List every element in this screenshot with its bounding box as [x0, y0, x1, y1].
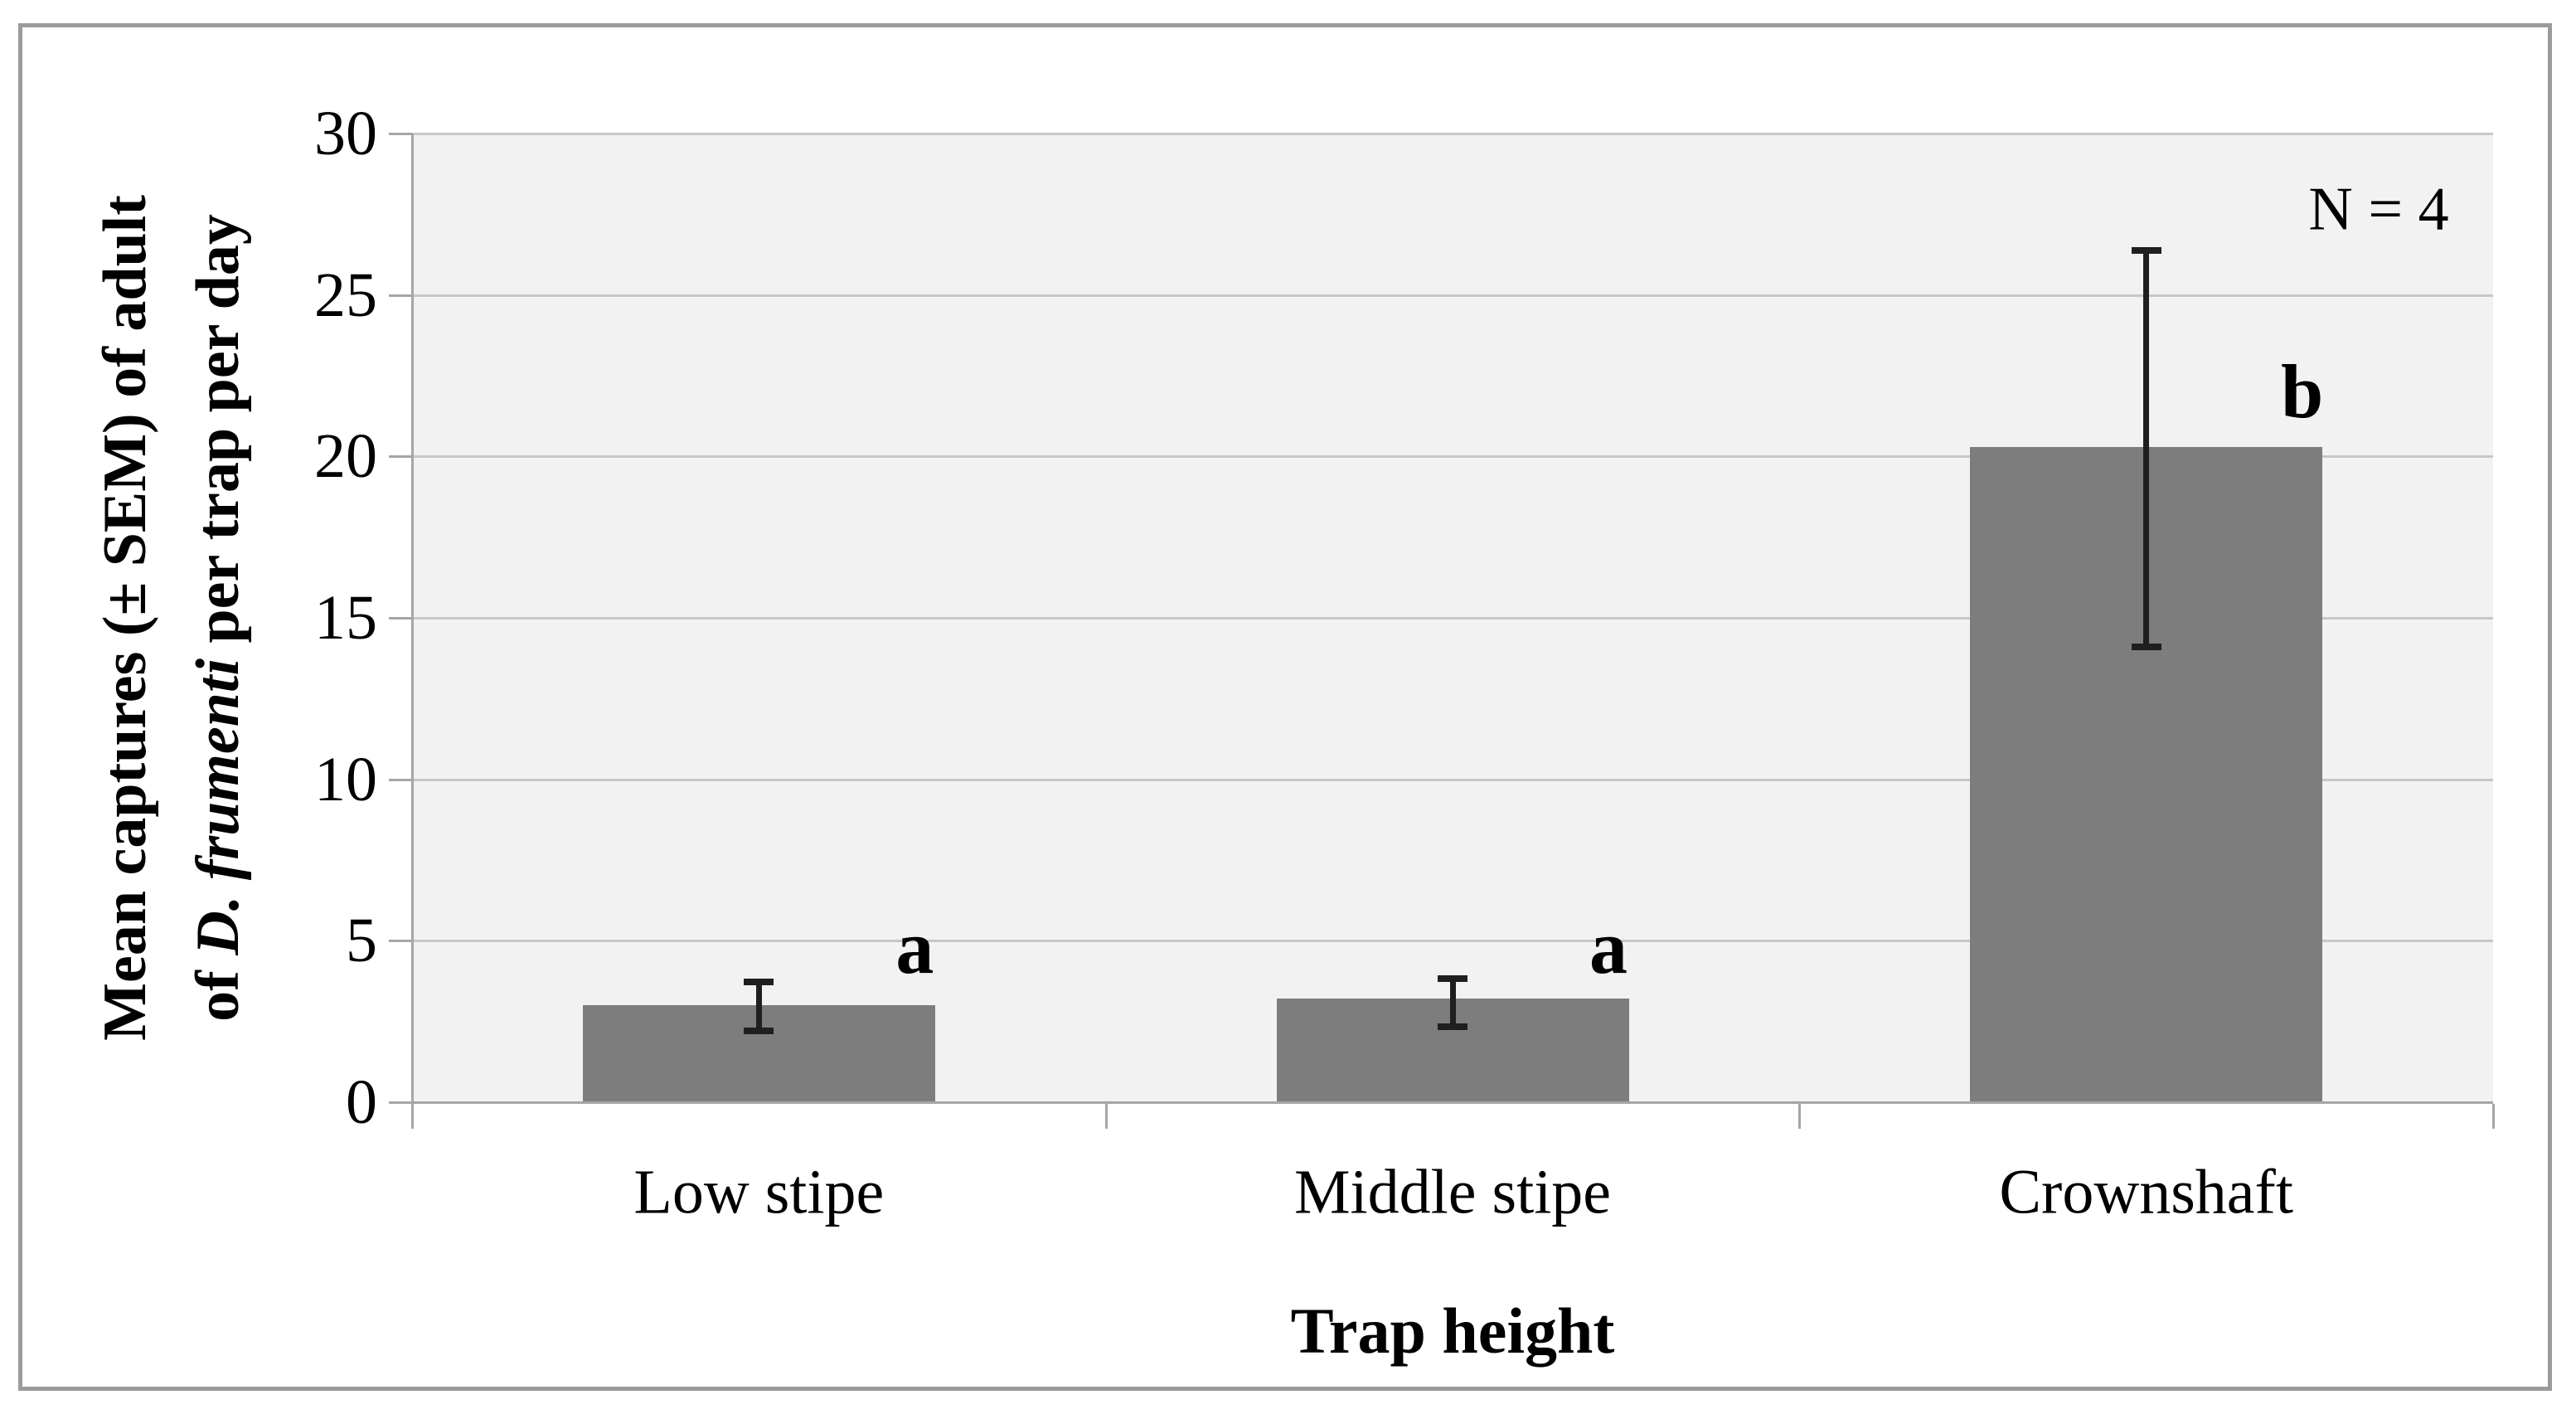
- y-tick-25: [389, 294, 412, 297]
- y-tick-label-15: 15: [314, 583, 377, 653]
- y-tick-15: [389, 617, 412, 620]
- y-tick-label-0: 0: [346, 1067, 377, 1137]
- y-axis-title-line2-prefix: of: [184, 955, 252, 1022]
- gridline-5: [412, 940, 2493, 943]
- y-axis-title: Mean captures (± SEM) of adult of D. fru…: [79, 0, 266, 1240]
- x-tick-2: [1798, 1104, 1802, 1129]
- y-tick-label-10: 10: [314, 744, 377, 814]
- y-axis-title-species-name: D. frumenti: [184, 658, 252, 955]
- x-axis-title: Trap height: [1290, 1295, 1615, 1367]
- y-tick-5: [389, 940, 412, 943]
- error-bar-cap-bottom-1: [1438, 1023, 1467, 1030]
- y-axis-title-line1: Mean captures (± SEM) of adult: [91, 195, 159, 1041]
- significance-letter-0: a: [895, 905, 934, 990]
- error-bar-cap-top-2: [2131, 247, 2161, 255]
- sample-size-annotation: N = 4: [2308, 175, 2449, 244]
- significance-letter-1: a: [1589, 905, 1628, 990]
- y-tick-0: [389, 1101, 412, 1104]
- x-tick-3: [2492, 1104, 2495, 1129]
- y-axis-line: [411, 134, 414, 1102]
- y-tick-label-30: 30: [314, 99, 377, 168]
- category-label-middle-stipe: Middle stipe: [1293, 1157, 1612, 1227]
- error-bar-cap-bottom-0: [744, 1028, 774, 1035]
- error-bar-line-2: [2143, 250, 2150, 648]
- x-tick-1: [1104, 1104, 1108, 1129]
- significance-letter-2: b: [2281, 349, 2324, 435]
- y-tick-label-5: 5: [346, 906, 377, 976]
- x-tick-0: [411, 1104, 414, 1129]
- gridline-20: [412, 455, 2493, 459]
- y-tick-30: [389, 133, 412, 135]
- y-tick-label-20: 20: [314, 421, 377, 492]
- y-tick-label-25: 25: [314, 260, 377, 330]
- y-axis-title-line2: of D. frumenti per trap per day: [172, 0, 264, 1240]
- gridline-30: [412, 133, 2493, 135]
- gridline-25: [412, 294, 2493, 297]
- category-label-crownshaft: Crownshaft: [1999, 1157, 2293, 1227]
- x-axis-line: [412, 1101, 2493, 1104]
- y-tick-20: [389, 455, 412, 459]
- chart-frame: 0 5 10 15 20 25 30 Low stipe Middle stipe Crowns…: [18, 23, 2552, 1391]
- error-bar-cap-bottom-2: [2131, 644, 2161, 651]
- category-label-low-stipe: Low stipe: [633, 1157, 885, 1227]
- error-bar-line-1: [1449, 978, 1456, 1027]
- gridline-15: [412, 617, 2493, 620]
- error-bar-cap-top-1: [1438, 975, 1467, 983]
- error-bar-cap-top-0: [744, 979, 774, 985]
- y-tick-10: [389, 778, 412, 781]
- error-bar-line-0: [755, 981, 762, 1032]
- plot-area: [412, 133, 2493, 1102]
- gridline-10: [412, 778, 2493, 781]
- y-axis-title-line2-suffix: per trap per day: [184, 214, 252, 658]
